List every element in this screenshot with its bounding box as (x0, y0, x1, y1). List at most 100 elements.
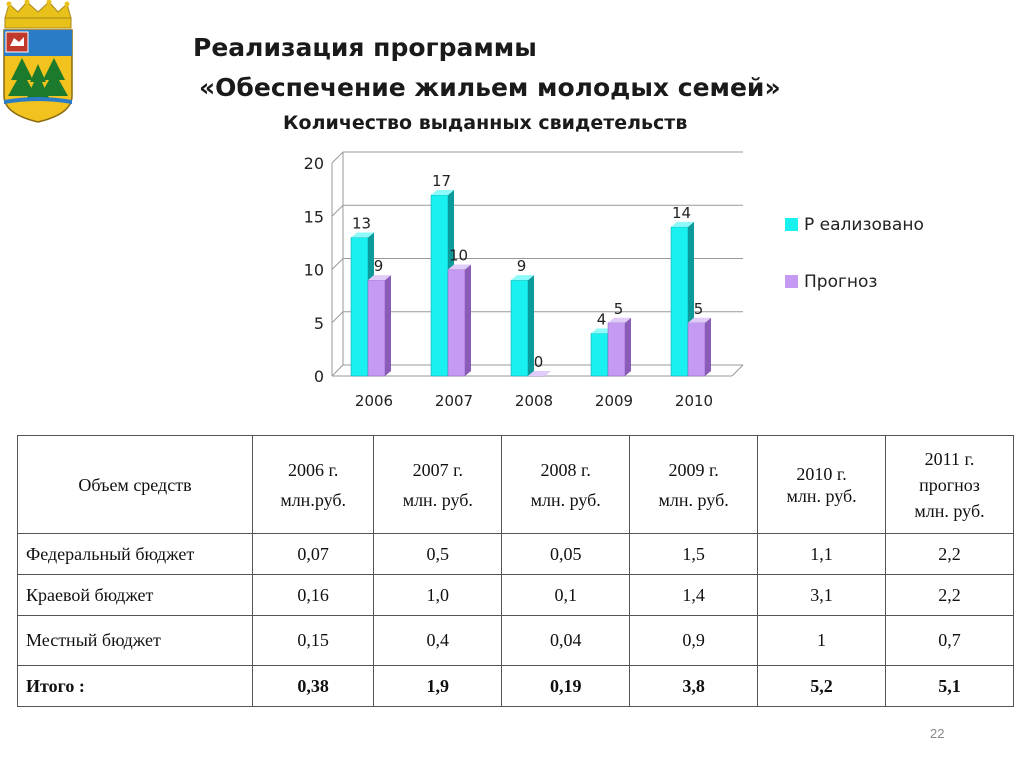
table-cell: 0,9 (629, 615, 759, 666)
bar-top (511, 275, 534, 281)
bar (350, 237, 369, 377)
y-tick-label: 15 (304, 207, 324, 226)
coat-of-arms-icon (3, 0, 73, 123)
bar (447, 269, 466, 377)
header-cell-2006: 2006 г. млн.руб. (251, 435, 375, 534)
data-label: 0 (534, 353, 544, 371)
table-cell: 0,1 (501, 574, 631, 616)
y-tick-label: 5 (314, 314, 324, 333)
bar-side (705, 317, 711, 376)
table-cell: 0,16 (251, 574, 375, 616)
row-label: Местный бюджет (17, 615, 253, 666)
grid-diagonal (331, 364, 344, 377)
floor-edge (731, 364, 744, 377)
x-tick-label: 2007 (435, 392, 473, 410)
grid-diagonal (331, 151, 344, 164)
crown-icon (4, 0, 72, 29)
table-cell: 1 (757, 615, 887, 666)
data-label: 5 (614, 300, 624, 318)
data-label: 13 (352, 215, 371, 233)
table-cell: 1,4 (629, 574, 759, 616)
table-cell: 0,4 (373, 615, 503, 666)
data-label: 10 (449, 247, 468, 265)
row-label: Федеральный бюджет (17, 533, 253, 575)
table-cell: 1,0 (373, 574, 503, 616)
table-total-row: Итого : 0,38 1,9 0,19 3,8 5,2 5,1 (17, 665, 1014, 707)
bar-top (608, 317, 631, 323)
table-cell: 1,5 (629, 533, 759, 575)
bar-top (448, 264, 471, 270)
bar-top (671, 221, 694, 227)
table-row: Федеральный бюджет 0,07 0,5 0,05 1,5 1,1… (17, 533, 1014, 575)
bar-top (431, 189, 454, 195)
y-tick-label: 10 (304, 261, 324, 280)
bar (670, 226, 689, 377)
total-cell: 0,19 (501, 665, 631, 707)
bar-side (465, 264, 471, 376)
data-label: 14 (672, 204, 691, 222)
table-row: Местный бюджет 0,15 0,4 0,04 0,9 1 0,7 (17, 615, 1014, 666)
total-cell: 3,8 (629, 665, 759, 707)
legend-swatch (785, 218, 798, 231)
y-tick-label: 0 (314, 367, 324, 386)
total-cell: 1,9 (373, 665, 503, 707)
table-cell: 0,7 (885, 615, 1014, 666)
y-tick-label: 20 (304, 154, 324, 173)
data-label: 5 (694, 300, 704, 318)
chart-title: Количество выданных свидетельств (283, 112, 688, 134)
slide-title-line2: «Обеспечение жильем молодых семей» (199, 73, 781, 102)
tree-icon (8, 58, 68, 98)
grid-diagonal (331, 311, 344, 324)
table-cell: 2,2 (885, 574, 1014, 616)
table-cell: 0,04 (501, 615, 631, 666)
data-label: 9 (374, 257, 384, 275)
total-label: Итого : (17, 665, 253, 707)
header-cell-2011: 2011 г. прогноз млн. руб. (885, 435, 1014, 534)
bar (687, 322, 706, 377)
total-cell: 5,2 (757, 665, 887, 707)
table-cell: 0,5 (373, 533, 503, 575)
row-label: Краевой бюджет (17, 574, 253, 616)
total-cell: 5,1 (885, 665, 1014, 707)
table-row: Краевой бюджет 0,16 1,0 0,1 1,4 3,1 2,2 (17, 574, 1014, 616)
bar-chart: 0510152020061392007171020089020094520101… (304, 151, 924, 410)
header-cell-2007: 2007 г. млн. руб. (373, 435, 503, 534)
bar-top (368, 275, 391, 281)
data-label: 4 (597, 310, 607, 328)
bar (430, 194, 449, 377)
bar (367, 279, 386, 377)
x-tick-label: 2006 (355, 392, 393, 410)
data-label: 17 (432, 172, 451, 190)
page-number: 22 (930, 726, 945, 741)
total-cell: 0,38 (251, 665, 375, 707)
bar (510, 279, 529, 377)
legend-label: Р еализовано (804, 215, 924, 235)
table-cell: 3,1 (757, 574, 887, 616)
bar-side (528, 275, 534, 376)
table-cell: 0,15 (251, 615, 375, 666)
grid-diagonal (331, 258, 344, 270)
data-label: 9 (517, 257, 527, 275)
slide-title-line1: Реализация программы (193, 33, 537, 62)
header-cell-2009: 2009 г. млн. руб. (629, 435, 759, 534)
header-first-cell: Объем средств (17, 435, 253, 534)
table-header-row: Объем средств 2006 г. млн.руб. 2007 г. млн… (17, 435, 1014, 534)
bar-top (688, 317, 711, 323)
legend-label: Прогноз (804, 272, 877, 292)
legend-swatch (785, 275, 798, 288)
bar-side (625, 317, 631, 376)
header-cell-2008: 2008 г. млн. руб. (501, 435, 631, 534)
table-cell: 0,05 (501, 533, 631, 575)
x-tick-label: 2009 (595, 392, 633, 410)
bar (590, 333, 609, 377)
x-tick-label: 2008 (515, 392, 553, 410)
header-cell-2010: 2010 г. млн. руб. (757, 435, 887, 534)
bar-top (528, 371, 551, 376)
bar (607, 322, 626, 377)
bar-side (385, 275, 391, 376)
slide-title: Реализация программы «Обеспечение жильем… (193, 28, 781, 108)
grid-diagonal (331, 204, 344, 217)
table-cell: 1,1 (757, 533, 887, 575)
bar-top (351, 232, 374, 238)
x-tick-label: 2010 (675, 392, 713, 410)
